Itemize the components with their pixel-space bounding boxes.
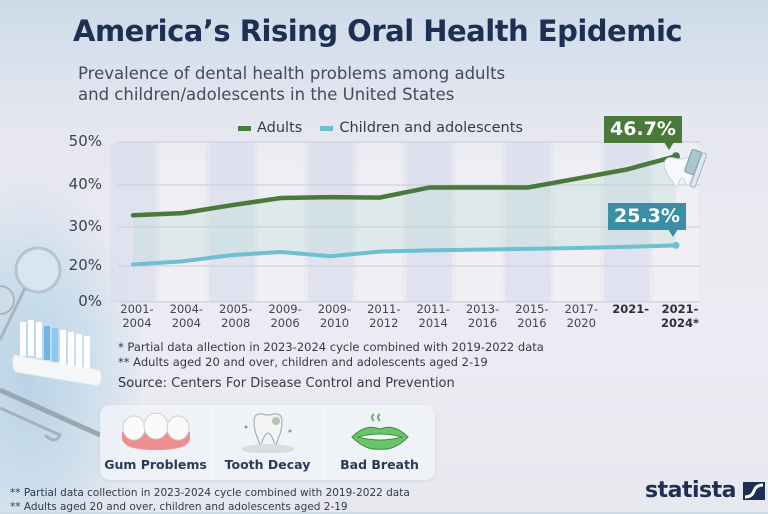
y-tick-label: 30%: [68, 217, 102, 235]
x-tick-label: 2009- 2006: [268, 302, 302, 330]
source-line: Source: Centers For Disease Control and …: [118, 376, 455, 391]
problem-tooth-decay: Tooth Decay: [211, 405, 324, 480]
column-band: [455, 142, 502, 302]
lips-icon: [348, 411, 412, 453]
children-end-value-callout: 25.3%: [608, 203, 686, 238]
brand-name: statista: [645, 478, 736, 503]
problem-label: Bad Breath: [340, 457, 419, 472]
legend-item-children: Children and adolescents: [320, 120, 523, 136]
legend-label-children: Children and adolescents: [339, 120, 523, 136]
tooth-brush-icon: [663, 149, 707, 188]
problem-bad-breath: Bad Breath: [324, 405, 435, 480]
x-tick-label: 2004- 2004: [169, 302, 204, 330]
adults-end-value-callout: 46.7%: [604, 116, 682, 151]
column-band: [406, 142, 452, 302]
y-tick-label: 40%: [68, 175, 102, 193]
x-tick-label: 2005- 2008: [219, 302, 253, 330]
statista-wave-icon: [742, 481, 765, 500]
legend-swatch-children: [320, 125, 334, 131]
chart-legend: Adults Children and adolescents: [238, 120, 541, 136]
footer-note-age-groups: ** Adults aged 20 and over, children and…: [10, 501, 348, 513]
dental-problems-panel: Gum Problems Tooth Decay Bad Breath: [100, 405, 435, 480]
legend-label-adults: Adults: [257, 120, 303, 136]
page-subtitle: Prevalence of dental health problems amo…: [78, 63, 558, 105]
x-tick-label: 2009- 2010: [317, 302, 352, 330]
column-band: [159, 142, 206, 302]
chart-notes: * Partial data allection in 2023-2024 cy…: [118, 340, 544, 370]
x-tick-label: 2001- 2004: [120, 302, 154, 330]
decayed-tooth-icon: [238, 411, 298, 453]
note-age-groups: ** Adults aged 20 and over, children and…: [118, 355, 488, 369]
source-label: Source:: [118, 376, 168, 391]
column-band: [357, 142, 403, 302]
subtitle-line-2: and children/adolescents in the United S…: [78, 85, 455, 104]
page-title: America’s Rising Oral Health Epidemic: [73, 14, 683, 48]
column-band: [505, 142, 551, 302]
y-tick-label: 20%: [68, 256, 102, 274]
column-band: [209, 142, 255, 302]
toothbrush-icon: [11, 320, 103, 387]
dental-probe-icon: [0, 387, 102, 438]
column-band: [110, 142, 156, 302]
statista-logo: statista: [645, 478, 765, 503]
x-tick-label: 2021-2024*: [660, 302, 700, 330]
y-tick-label: 0%: [78, 292, 102, 310]
footer-notes: ** Partial data collection in 2023-2024 …: [10, 486, 410, 514]
column-band: [307, 142, 354, 302]
legend-item-adults: Adults: [238, 120, 302, 136]
problem-label: Tooth Decay: [224, 457, 311, 472]
legend-swatch-adults: [238, 125, 251, 131]
subtitle-line-1: Prevalence of dental health problems amo…: [78, 64, 506, 83]
column-band: [554, 142, 600, 302]
source-text: Centers For Disease Control and Preventi…: [167, 376, 455, 391]
note-partial-data: * Partial data allection in 2023-2024 cy…: [118, 340, 544, 354]
x-tick-label: 2017- 2020: [564, 302, 598, 330]
dental-tools-illustration: [0, 246, 103, 442]
children-series-line: [131, 243, 678, 267]
x-tick-label: 2015- 2016: [515, 302, 549, 330]
area-fill-between-series: [133, 156, 676, 265]
gums-icon: [118, 411, 194, 453]
x-tick-label: 2011- 2012: [367, 302, 401, 330]
x-tick-label: 2011- 2014: [416, 302, 450, 330]
problem-gum-problems: Gum Problems: [100, 405, 211, 480]
footer-note-partial-data: ** Partial data collection in 2023-2024 …: [10, 487, 410, 499]
children-end-point: [672, 241, 680, 249]
x-tick-label: 2021-: [612, 302, 650, 316]
x-tick-label: 2013- 2016: [465, 302, 500, 330]
dental-mirror-icon: [14, 246, 62, 294]
adults-series-line: [130, 153, 679, 218]
column-band: [258, 142, 304, 302]
y-tick-label: 50%: [68, 132, 102, 150]
problem-label: Gum Problems: [104, 457, 207, 472]
